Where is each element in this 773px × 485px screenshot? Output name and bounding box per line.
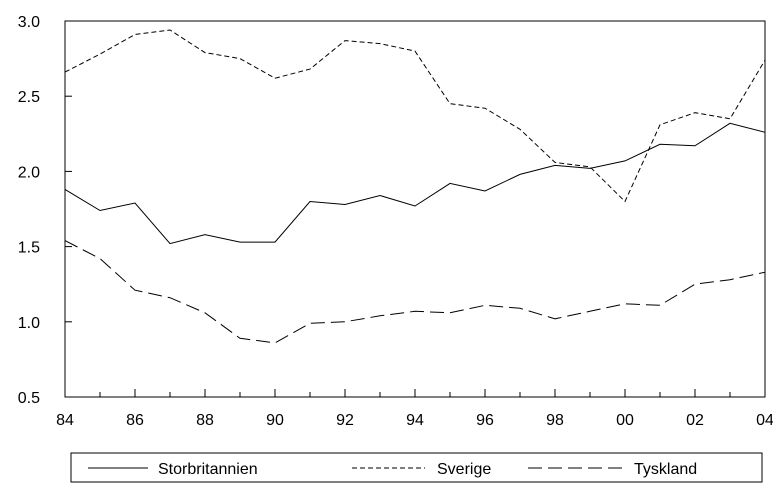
series-line-tyskland (64, 240, 766, 344)
x-tick-label: 00 (616, 412, 634, 429)
y-tick-label: 3.0 (18, 14, 40, 31)
plot-frame (64, 20, 766, 398)
legend-label: Storbritannien (158, 461, 258, 478)
y-tick-label: 2.0 (18, 164, 40, 181)
x-tick-label: 92 (336, 412, 354, 429)
x-tick-label: 88 (196, 412, 214, 429)
x-tick-label: 98 (546, 412, 564, 429)
x-tick-label: 96 (476, 412, 494, 429)
y-tick-label: 1.5 (18, 240, 40, 257)
series-line-sverige (64, 29, 766, 203)
series-line-storbritannien (64, 122, 766, 245)
plot-area (64, 20, 766, 398)
y-tick-label: 1.0 (18, 315, 40, 332)
axes: 0.5 1.0 1.5 2.0 2.5 3.0 84 86 88 90 92 94 96 98 00 02 04 (18, 14, 773, 429)
series-lines (64, 29, 766, 344)
y-tick-label: 0.5 (18, 390, 40, 407)
x-tick-label: 90 (266, 412, 284, 429)
y-tick-label: 2.5 (18, 89, 40, 106)
legend-label: Sverige (437, 461, 491, 478)
x-tick-label: 86 (126, 412, 144, 429)
x-tick-label: 02 (686, 412, 704, 429)
legend: Storbritannien Sverige Tyskland (70, 452, 763, 483)
legend-label: Tyskland (634, 461, 697, 478)
x-tick-label: 84 (56, 412, 74, 429)
x-tick-label: 04 (756, 412, 773, 429)
x-tick-label: 94 (406, 412, 424, 429)
